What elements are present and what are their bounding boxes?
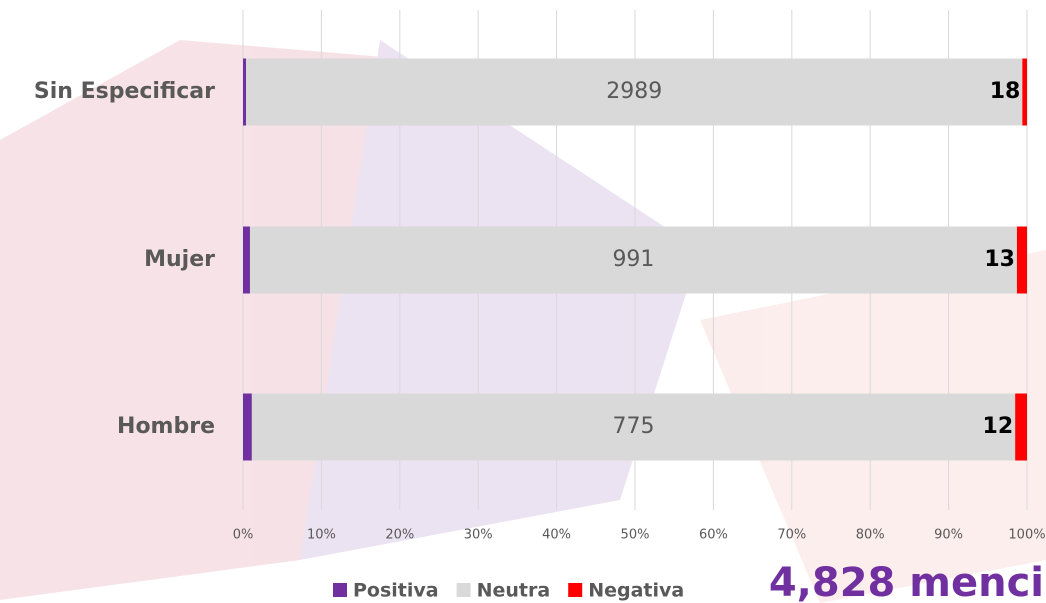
value-label: 18 xyxy=(990,79,1021,104)
x-tick-label: 80% xyxy=(856,528,885,543)
x-tick-label: 10% xyxy=(307,528,336,543)
value-label: 991 xyxy=(612,247,654,272)
annotation: 4,828 menci xyxy=(769,560,1044,603)
bar-segment xyxy=(246,58,1023,126)
x-tick-label: 30% xyxy=(464,528,493,543)
legend-label: Positiva xyxy=(353,580,439,602)
bar-segment xyxy=(1022,58,1027,126)
legend-swatch xyxy=(568,583,583,597)
legend-swatch xyxy=(456,583,471,597)
value-label: 12 xyxy=(983,414,1014,439)
x-tick-label: 50% xyxy=(621,528,650,543)
bar-segment xyxy=(251,393,1016,461)
bar-segment xyxy=(249,226,1017,294)
legend-swatch xyxy=(333,583,347,597)
bar-segment xyxy=(243,226,250,294)
legend-label: Neutra xyxy=(477,580,551,602)
legend-label: Negativa xyxy=(588,580,684,602)
bar-segment xyxy=(1016,226,1027,294)
x-tick-label: 0% xyxy=(233,528,254,543)
x-tick-label: 90% xyxy=(934,528,963,543)
x-tick-label: 100% xyxy=(1008,528,1045,543)
bar-segment xyxy=(1015,393,1027,461)
value-label: 13 xyxy=(984,247,1015,272)
x-tick-label: 40% xyxy=(542,528,571,543)
x-tick-label: 70% xyxy=(777,528,806,543)
category-label: Mujer xyxy=(144,247,215,272)
value-label: 2989 xyxy=(606,79,662,104)
value-label: 775 xyxy=(613,414,655,439)
category-label: Sin Especificar xyxy=(34,79,215,104)
bar-segment xyxy=(243,393,252,461)
category-label: Hombre xyxy=(117,414,215,439)
bar-segment xyxy=(243,58,247,126)
x-tick-label: 60% xyxy=(699,528,728,543)
x-tick-label: 20% xyxy=(385,528,414,543)
